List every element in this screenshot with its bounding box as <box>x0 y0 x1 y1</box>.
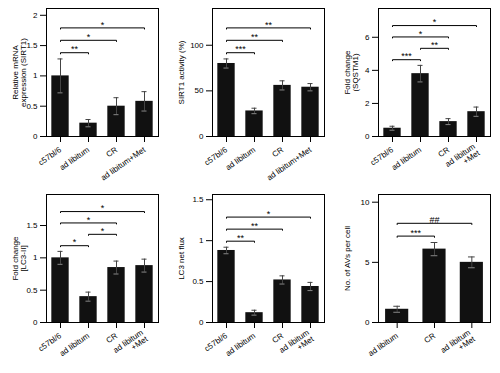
svg-text:*: * <box>433 17 437 27</box>
svg-text:ad libitum: ad libitum <box>58 331 91 358</box>
svg-text:SIRT1 activity (%): SIRT1 activity (%) <box>177 40 186 104</box>
svg-text:2: 2 <box>365 99 370 108</box>
svg-text:ad libitum: ad libitum <box>390 145 423 172</box>
svg-text:ad libitum: ad libitum <box>58 145 91 172</box>
svg-text:0: 0 <box>33 318 38 327</box>
svg-text:c57bl/6: c57bl/6 <box>36 145 64 168</box>
svg-text:CR: CR <box>436 145 452 160</box>
svg-text:1: 1 <box>33 253 38 262</box>
svg-text:1.5: 1.5 <box>192 195 204 204</box>
svg-text:*: * <box>101 20 105 30</box>
svg-text:**: ** <box>431 40 439 50</box>
svg-text:*: * <box>267 209 271 219</box>
svg-text:ad libitum+Met: ad libitum+Met <box>439 327 477 361</box>
svg-text:*: * <box>87 215 91 225</box>
svg-text:*: * <box>101 226 105 236</box>
svg-text:0.5: 0.5 <box>192 277 204 286</box>
svg-text:1: 1 <box>33 71 38 80</box>
svg-text:1.5: 1.5 <box>26 221 38 230</box>
svg-text:CR: CR <box>104 331 120 346</box>
svg-text:1.5: 1.5 <box>26 41 38 51</box>
svg-text:c57bl/6: c57bl/6 <box>368 145 396 168</box>
svg-text:LC3 net flux: LC3 net flux <box>177 237 186 280</box>
svg-text:10: 10 <box>361 198 370 207</box>
svg-text:ad libitum+Met: ad libitum+Met <box>444 141 482 175</box>
svg-text:***: *** <box>401 51 412 61</box>
svg-text:0: 0 <box>365 318 370 327</box>
svg-text:ad libitum+Met: ad libitum+Met <box>265 145 314 183</box>
svg-text:ad libitum: ad libitum <box>224 331 257 358</box>
svg-text:1: 1 <box>199 236 204 245</box>
svg-text:CR: CR <box>422 331 437 345</box>
svg-text:**: ** <box>265 20 273 30</box>
svg-text:*: * <box>419 29 423 39</box>
svg-text:Fold change[LC3-II]: Fold change[LC3-II] <box>11 236 28 281</box>
svg-text:50: 50 <box>195 86 204 95</box>
svg-text:*: * <box>73 237 77 247</box>
svg-text:ad libitum: ad libitum <box>367 331 400 358</box>
svg-text:**: ** <box>251 32 259 42</box>
svg-text:6: 6 <box>365 33 370 42</box>
svg-text:ad libitum+Met: ad libitum+Met <box>112 327 150 361</box>
svg-text:No. of AVs per cell: No. of AVs per cell <box>343 226 352 291</box>
svg-text:0: 0 <box>199 132 204 141</box>
svg-text:0: 0 <box>33 132 38 141</box>
svg-text:100: 100 <box>190 41 204 50</box>
svg-text:ad libitum+Met: ad libitum+Met <box>99 145 148 183</box>
svg-text:**: ** <box>237 233 245 243</box>
svg-text:CR: CR <box>270 331 286 346</box>
svg-text:0.5: 0.5 <box>26 101 38 111</box>
svg-text:*: * <box>101 203 105 213</box>
svg-text:ad libitum+Met: ad libitum+Met <box>278 327 316 361</box>
svg-text:**: ** <box>71 44 79 54</box>
svg-text:CR: CR <box>104 145 119 159</box>
svg-text:c57bl/6: c57bl/6 <box>202 145 230 168</box>
svg-text:##: ## <box>429 215 439 225</box>
svg-text:**: ** <box>251 221 259 231</box>
svg-text:4: 4 <box>365 66 370 75</box>
svg-text:***: *** <box>235 44 246 54</box>
svg-text:c57bl/6: c57bl/6 <box>36 331 64 354</box>
svg-text:ad libitum: ad libitum <box>224 145 257 172</box>
svg-text:c57bl/6: c57bl/6 <box>202 331 230 354</box>
svg-text:0.5: 0.5 <box>26 286 38 295</box>
svg-text:CR: CR <box>270 145 285 159</box>
svg-text:*: * <box>87 32 91 42</box>
svg-text:Relative mRNAexpression (SIRT1: Relative mRNAexpression (SIRT1) <box>11 38 28 107</box>
svg-text:5: 5 <box>365 258 370 267</box>
svg-text:***: *** <box>411 228 422 238</box>
svg-text:0: 0 <box>199 318 204 327</box>
svg-text:0: 0 <box>365 132 370 141</box>
svg-text:2: 2 <box>33 11 38 20</box>
svg-text:Fold change(SQSTM1): Fold change(SQSTM1) <box>343 50 360 95</box>
